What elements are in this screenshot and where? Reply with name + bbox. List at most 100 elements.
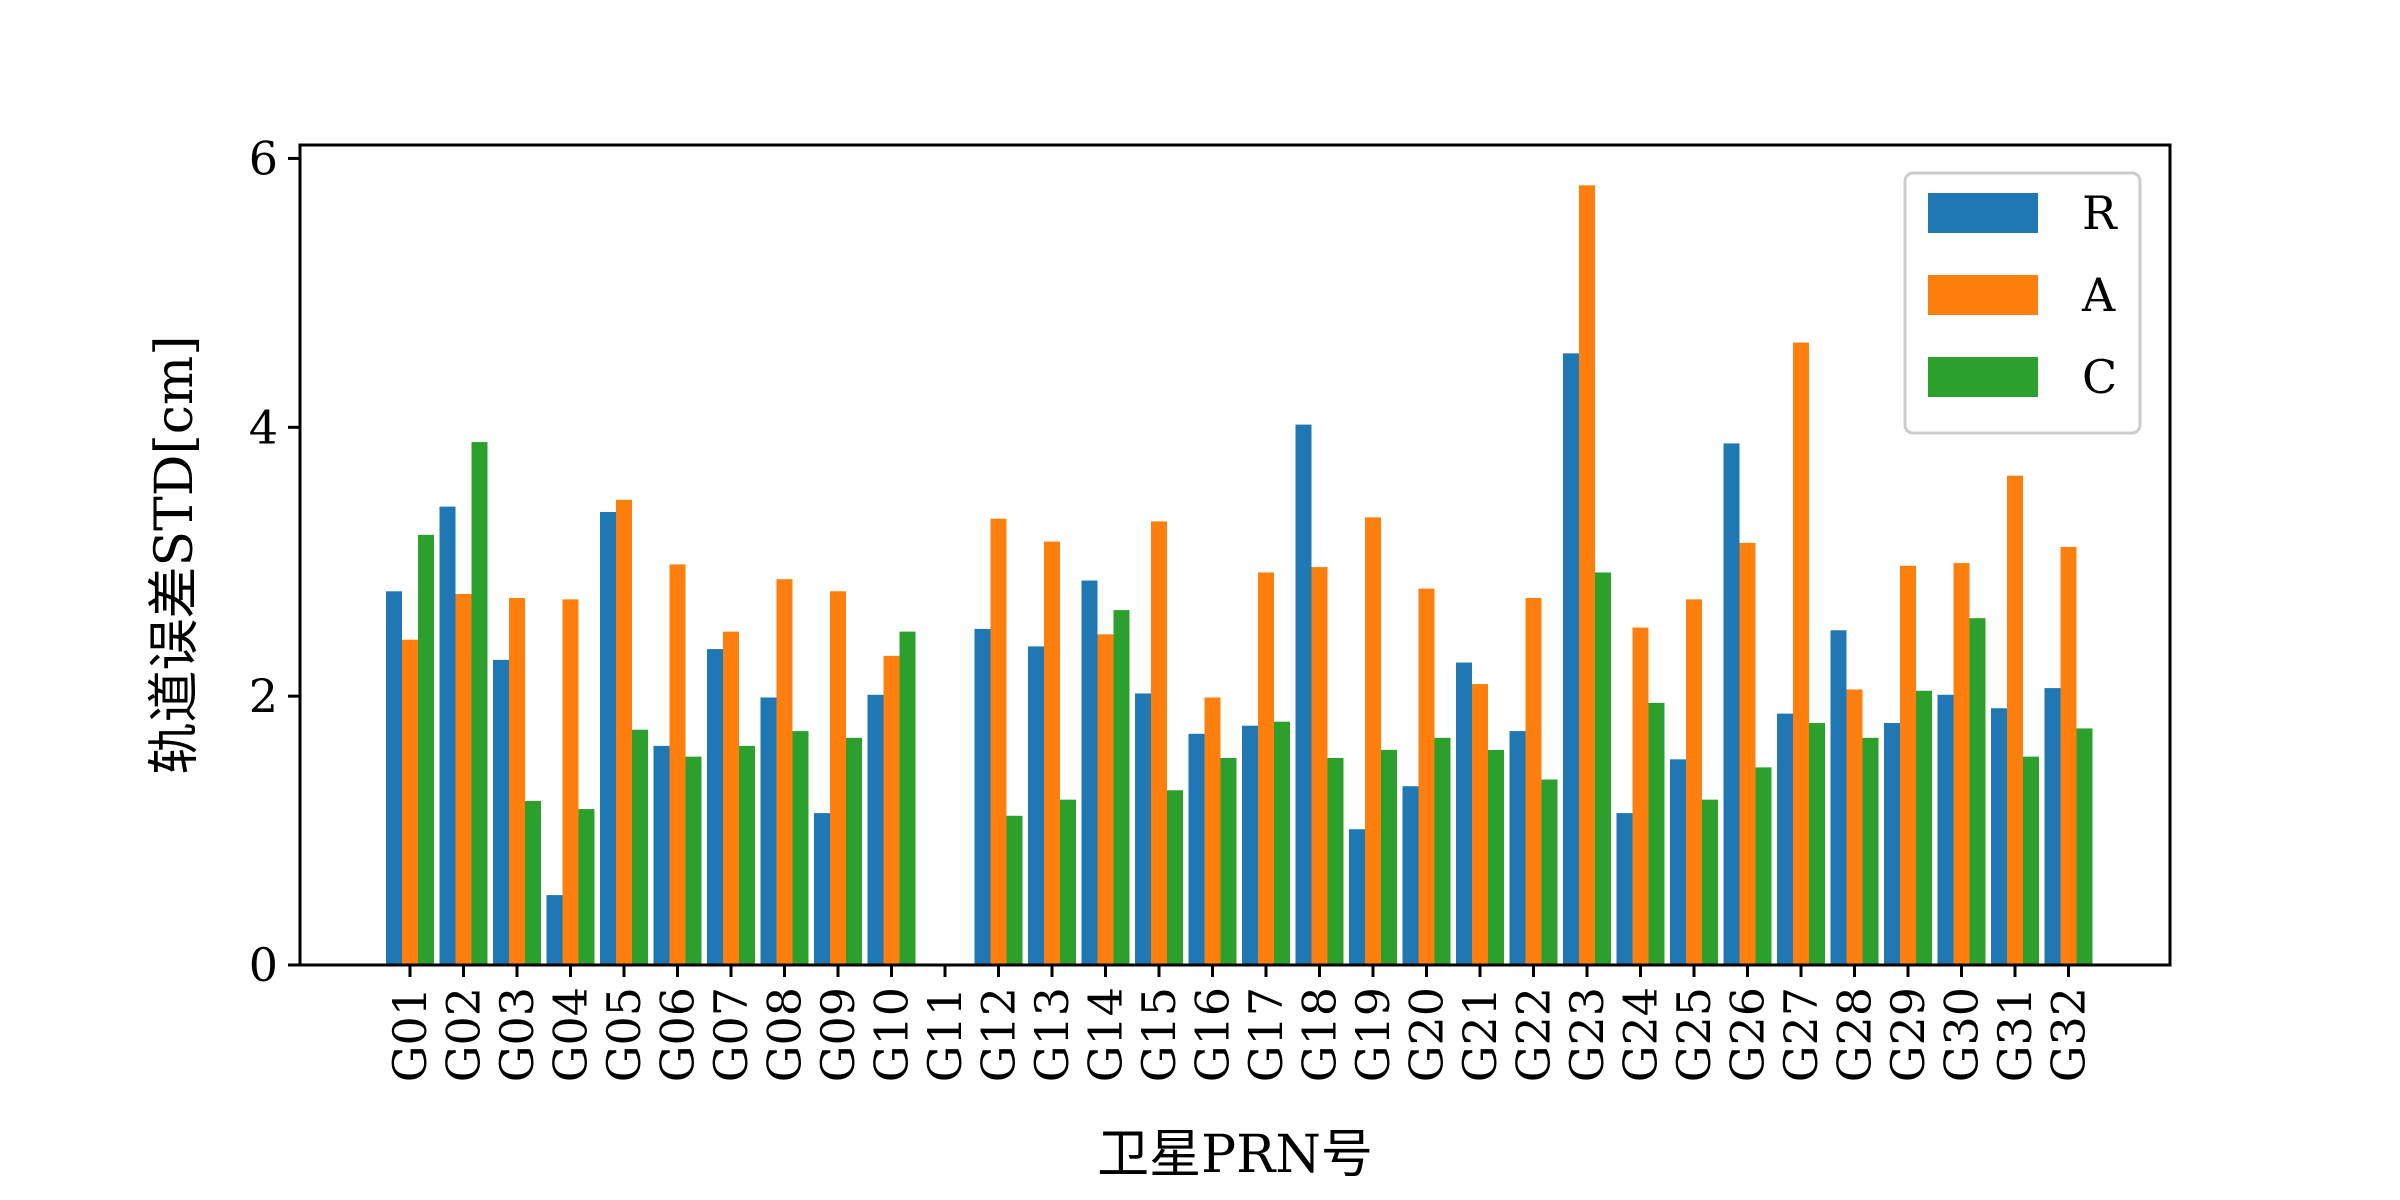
bar-A-G13 <box>1044 541 1060 965</box>
bar-A-G05 <box>616 499 632 965</box>
bar-A-G17 <box>1258 572 1274 965</box>
bar-C-G15 <box>1167 790 1183 965</box>
x-tick-label-G02: G02 <box>437 987 491 1082</box>
bar-R-G14 <box>1081 580 1098 965</box>
bar-C-G12 <box>1006 815 1023 965</box>
x-tick-label-G12: G12 <box>972 987 1026 1082</box>
legend-label-C: C <box>2082 350 2117 404</box>
y-tick-label: 4 <box>249 400 278 454</box>
legend-swatch-C <box>1928 357 2038 397</box>
y-tick-label: 2 <box>249 669 278 723</box>
bar-A-G20 <box>1418 588 1435 965</box>
bar-C-G18 <box>1327 757 1344 965</box>
legend-swatch-R <box>1928 193 2038 233</box>
x-tick-label-G16: G16 <box>1186 987 1240 1082</box>
bar-A-G04 <box>562 599 579 965</box>
bar-C-G20 <box>1434 737 1451 965</box>
x-tick-label-G27: G27 <box>1774 987 1828 1082</box>
bar-A-G15 <box>1151 521 1167 965</box>
bars-layer <box>386 185 2093 965</box>
bar-R-G28 <box>1830 630 1847 965</box>
y-tick-label: 6 <box>249 131 278 185</box>
bar-A-G06 <box>669 564 686 965</box>
bar-R-G25 <box>1670 759 1686 965</box>
bar-C-G25 <box>1702 799 1718 965</box>
bar-C-G17 <box>1274 721 1290 965</box>
bar-R-G32 <box>2044 688 2061 965</box>
bar-R-G22 <box>1509 731 1526 965</box>
bar-R-G13 <box>1028 646 1044 965</box>
bar-A-G31 <box>2007 475 2023 965</box>
bar-R-G21 <box>1456 662 1472 965</box>
bar-A-G02 <box>455 593 472 965</box>
bar-R-G02 <box>439 506 456 965</box>
bar-A-G32 <box>2060 546 2077 965</box>
x-tick-label-G07: G07 <box>704 987 758 1082</box>
bar-R-G24 <box>1616 813 1633 965</box>
bar-C-G02 <box>471 442 488 965</box>
x-tick-label-G17: G17 <box>1239 987 1293 1082</box>
bar-R-G10 <box>867 694 884 965</box>
bar-A-G28 <box>1846 689 1863 965</box>
bar-C-G10 <box>899 631 916 965</box>
bar-R-G04 <box>546 895 563 965</box>
legend-label-A: A <box>2081 268 2116 322</box>
x-tick-label-G06: G06 <box>651 987 705 1082</box>
bar-A-G12 <box>990 518 1007 965</box>
bar-A-G29 <box>1900 565 1916 965</box>
bar-C-G22 <box>1541 779 1558 965</box>
bar-R-G08 <box>760 697 777 965</box>
bar-C-G29 <box>1916 690 1932 965</box>
bar-R-G29 <box>1884 723 1900 965</box>
x-tick-label-G21: G21 <box>1453 987 1507 1082</box>
bar-R-G18 <box>1295 424 1312 965</box>
bar-R-G20 <box>1402 786 1419 965</box>
bar-A-G14 <box>1097 634 1114 965</box>
bar-A-G21 <box>1472 684 1488 965</box>
bar-A-G01 <box>402 639 418 965</box>
bar-R-G03 <box>493 659 509 965</box>
bar-A-G24 <box>1632 627 1649 965</box>
legend: RAC <box>1903 171 2142 435</box>
bar-C-G05 <box>632 729 648 965</box>
bar-C-G07 <box>739 745 755 965</box>
bar-R-G09 <box>814 813 830 965</box>
bar-C-G14 <box>1113 610 1130 965</box>
x-tick-label-G15: G15 <box>1132 987 1186 1082</box>
bar-A-G30 <box>1953 563 1970 965</box>
x-tick-label-G24: G24 <box>1614 987 1668 1082</box>
bar-R-G05 <box>600 511 616 965</box>
bar-R-G16 <box>1188 733 1205 965</box>
x-tick-label-G20: G20 <box>1400 987 1454 1082</box>
x-tick-label-G04: G04 <box>544 987 598 1082</box>
bar-C-G03 <box>525 801 541 965</box>
bar-C-G19 <box>1381 749 1397 965</box>
bar-R-G12 <box>974 628 991 965</box>
bar-R-G01 <box>386 591 402 965</box>
legend-label-R: R <box>2082 186 2118 240</box>
x-tick-label-G26: G26 <box>1721 987 1775 1082</box>
bar-C-G13 <box>1060 799 1076 965</box>
y-axis-title: 轨道误差STD[cm] <box>145 335 205 774</box>
x-tick-label-G32: G32 <box>2042 987 2096 1082</box>
x-tick-label-G05: G05 <box>597 987 651 1082</box>
bar-R-G31 <box>1991 708 2007 965</box>
bar-C-G31 <box>2023 756 2039 965</box>
x-tick-label-G10: G10 <box>865 987 919 1082</box>
bar-C-G26 <box>1755 767 1772 965</box>
y-axis: 0 2 4 6 <box>249 131 300 992</box>
bar-C-G28 <box>1862 737 1879 965</box>
bar-R-G19 <box>1349 829 1365 965</box>
bar-A-G18 <box>1311 567 1328 965</box>
bar-A-G07 <box>723 631 739 965</box>
x-tick-label-G18: G18 <box>1293 987 1347 1082</box>
x-tick-label-G29: G29 <box>1881 987 1935 1082</box>
bar-R-G06 <box>653 745 670 965</box>
bar-A-G10 <box>883 655 900 965</box>
bar-A-G23 <box>1579 185 1595 965</box>
bar-A-G19 <box>1365 517 1381 965</box>
bar-A-G26 <box>1739 542 1756 965</box>
x-tick-label-G09: G09 <box>811 987 865 1082</box>
bar-A-G08 <box>776 579 793 965</box>
bar-C-G04 <box>578 809 595 965</box>
